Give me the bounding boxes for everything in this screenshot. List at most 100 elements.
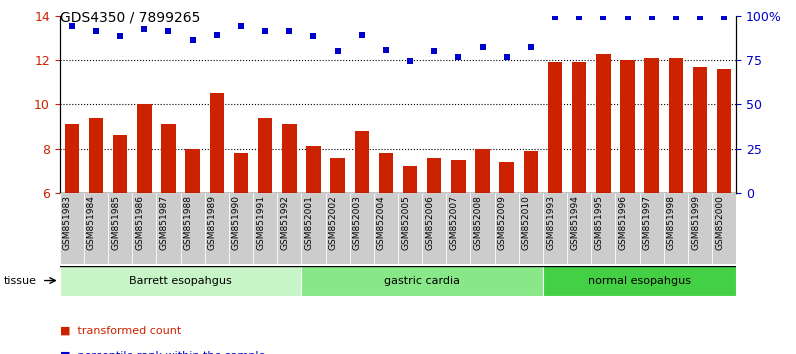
Point (259, 29, 271, 34)
Bar (543, 266, 736, 296)
Bar (88, 118, 103, 193)
Bar (403, 166, 417, 193)
Text: GSM852002: GSM852002 (329, 195, 338, 250)
Bar (108, 193, 132, 264)
Point (476, 44, 489, 50)
Bar (519, 193, 543, 264)
Text: GSM851995: GSM851995 (595, 195, 603, 250)
Bar (615, 193, 640, 264)
Point (693, 14, 706, 20)
Bar (572, 62, 587, 193)
Bar (185, 149, 200, 193)
Point (452, 54, 465, 60)
Bar (113, 135, 127, 193)
Point (210, 32, 223, 38)
Text: GSM852007: GSM852007 (450, 195, 458, 250)
Point (162, 29, 175, 34)
Bar (326, 193, 349, 264)
Bar (306, 147, 321, 193)
Bar (132, 193, 156, 264)
Bar (664, 193, 688, 264)
Text: GSM851999: GSM851999 (691, 195, 700, 250)
Point (597, 14, 610, 20)
Bar (60, 193, 84, 264)
Bar (500, 162, 514, 193)
Text: GSM852003: GSM852003 (353, 195, 361, 250)
Text: GSM852010: GSM852010 (522, 195, 531, 250)
Text: GSM852001: GSM852001 (304, 195, 314, 250)
Text: GSM852005: GSM852005 (401, 195, 410, 250)
Bar (475, 149, 490, 193)
Bar (354, 131, 369, 193)
Text: GSM851988: GSM851988 (184, 195, 193, 250)
Bar (596, 53, 611, 193)
Point (186, 38, 199, 43)
Bar (205, 193, 229, 264)
Bar (374, 193, 398, 264)
Point (138, 26, 150, 32)
Text: GSM851987: GSM851987 (159, 195, 169, 250)
Point (404, 58, 416, 64)
Text: GSM851985: GSM851985 (111, 195, 120, 250)
Bar (620, 60, 635, 193)
Text: gastric cardia: gastric cardia (384, 275, 460, 286)
Bar (524, 151, 538, 193)
Point (573, 14, 586, 20)
Bar (712, 193, 736, 264)
Text: GSM852000: GSM852000 (716, 195, 724, 250)
Bar (234, 153, 248, 193)
Text: GSM852006: GSM852006 (425, 195, 435, 250)
Bar (645, 58, 659, 193)
Text: GSM851986: GSM851986 (135, 195, 144, 250)
Text: GSM851997: GSM851997 (642, 195, 652, 250)
Bar (181, 193, 205, 264)
Point (331, 48, 344, 54)
Text: GSM852008: GSM852008 (474, 195, 482, 250)
Bar (470, 193, 494, 264)
Bar (447, 193, 470, 264)
Text: normal esopahgus: normal esopahgus (588, 275, 691, 286)
Point (501, 54, 513, 60)
Point (65, 23, 78, 29)
Text: ■  transformed count: ■ transformed count (60, 326, 181, 336)
Bar (693, 67, 708, 193)
Bar (156, 193, 181, 264)
Bar (422, 193, 447, 264)
Point (525, 44, 537, 50)
Bar (379, 153, 393, 193)
Text: GSM851990: GSM851990 (232, 195, 241, 250)
Text: GSM851989: GSM851989 (208, 195, 217, 250)
Bar (398, 193, 422, 264)
Text: GSM851992: GSM851992 (280, 195, 289, 250)
Bar (717, 69, 732, 193)
Bar (64, 124, 79, 193)
Point (235, 23, 248, 29)
Text: tissue: tissue (4, 275, 37, 286)
Bar (84, 193, 108, 264)
Bar (494, 193, 519, 264)
Text: GSM851991: GSM851991 (256, 195, 265, 250)
Point (428, 48, 441, 54)
Text: GSM852004: GSM852004 (377, 195, 386, 250)
Bar (258, 118, 272, 193)
Point (380, 47, 392, 53)
Bar (427, 158, 442, 193)
Point (669, 14, 682, 20)
Text: GSM851994: GSM851994 (570, 195, 579, 250)
Text: GSM851996: GSM851996 (618, 195, 627, 250)
Bar (349, 193, 374, 264)
Bar (137, 104, 151, 193)
Bar (302, 266, 543, 296)
Bar (543, 193, 567, 264)
Bar (567, 193, 591, 264)
Point (307, 33, 320, 39)
Bar (330, 158, 345, 193)
Point (621, 14, 634, 20)
Bar (60, 266, 302, 296)
Bar (229, 193, 253, 264)
Bar (277, 193, 302, 264)
Bar (209, 93, 224, 193)
Text: ■  percentile rank within the sample: ■ percentile rank within the sample (60, 351, 265, 354)
Bar (282, 124, 296, 193)
Text: GSM851984: GSM851984 (87, 195, 96, 250)
